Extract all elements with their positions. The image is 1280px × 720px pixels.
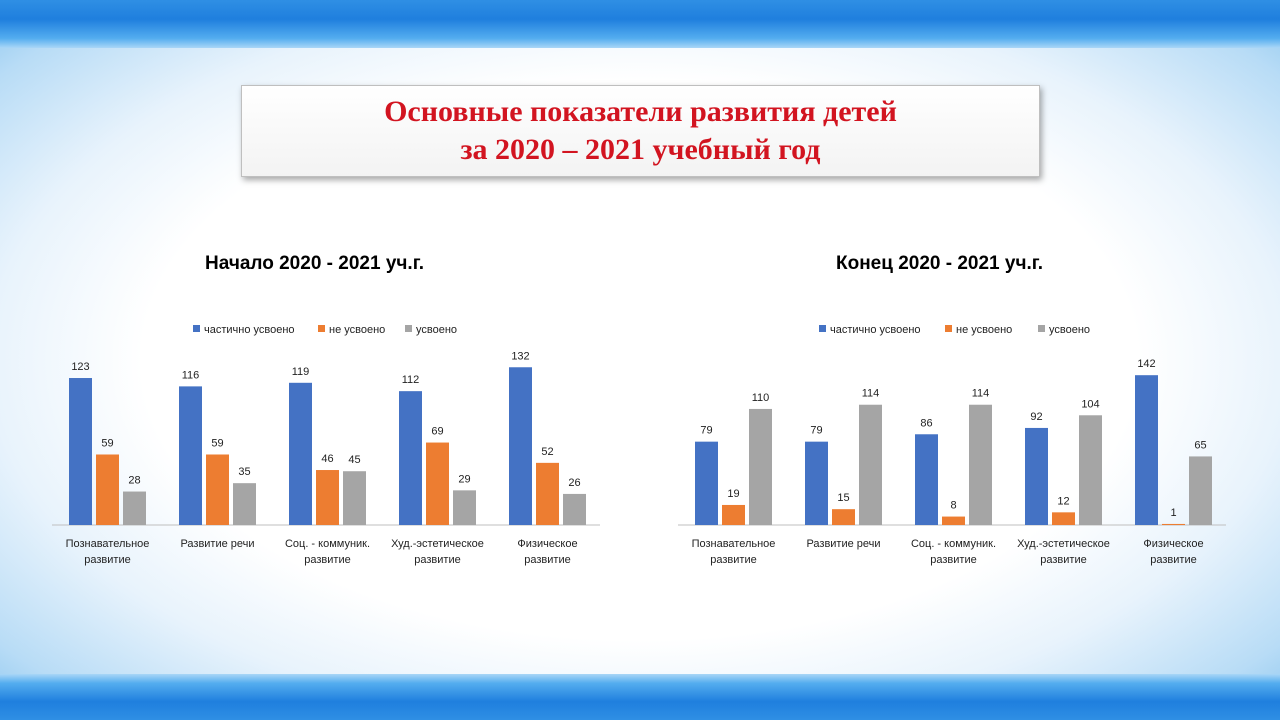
slide-title-line-1: Основные показатели развития детей bbox=[384, 95, 897, 128]
legend-swatch bbox=[193, 325, 200, 332]
bar bbox=[1135, 375, 1158, 525]
data-label: 8 bbox=[950, 500, 956, 512]
bar bbox=[1079, 415, 1102, 525]
bar bbox=[749, 408, 772, 525]
data-label: 79 bbox=[810, 425, 822, 437]
slide-title-box: Основные показатели развития детей за 20… bbox=[241, 85, 1040, 177]
data-label: 114 bbox=[862, 388, 880, 400]
category-label: развитие bbox=[304, 554, 350, 566]
legend-label: усвоено bbox=[1049, 324, 1090, 336]
legend-label: не усвоено bbox=[956, 324, 1012, 336]
category-label: Физическое bbox=[1143, 538, 1203, 550]
category-label: Познавательное bbox=[692, 538, 776, 550]
bar bbox=[915, 434, 938, 525]
data-label: 26 bbox=[568, 477, 580, 489]
data-label: 119 bbox=[292, 366, 310, 378]
category-label: развитие bbox=[930, 554, 976, 566]
data-label: 45 bbox=[348, 454, 360, 466]
data-label: 46 bbox=[321, 453, 333, 465]
bar bbox=[942, 516, 965, 525]
top-decorative-band bbox=[0, 0, 1280, 48]
category-label: Худ.-эстетическое bbox=[391, 538, 484, 550]
category-label: Физическое bbox=[517, 538, 577, 550]
bar bbox=[399, 391, 422, 525]
legend-label: не усвоено bbox=[329, 324, 385, 336]
data-label: 112 bbox=[402, 374, 420, 386]
data-label: 110 bbox=[752, 392, 770, 404]
bar bbox=[123, 491, 146, 525]
bar bbox=[805, 441, 828, 525]
data-label: 69 bbox=[431, 426, 443, 438]
bar bbox=[453, 490, 476, 525]
bar bbox=[289, 382, 312, 525]
slide-title-line-2: за 2020 – 2021 учебный год bbox=[460, 133, 821, 166]
data-label: 28 bbox=[128, 475, 140, 487]
category-label: развитие bbox=[1150, 554, 1196, 566]
bar bbox=[722, 504, 745, 525]
category-label: Развитие речи bbox=[806, 538, 880, 550]
bar bbox=[206, 454, 229, 525]
bar bbox=[343, 471, 366, 525]
data-label: 79 bbox=[700, 425, 712, 437]
bar bbox=[1052, 512, 1075, 525]
category-label: Соц. - коммуник. bbox=[911, 538, 996, 550]
bottom-decorative-band bbox=[0, 674, 1280, 720]
data-label: 29 bbox=[458, 473, 470, 485]
data-label: 132 bbox=[511, 350, 529, 362]
bar bbox=[563, 493, 586, 525]
bar bbox=[1025, 427, 1048, 525]
bar bbox=[1189, 456, 1212, 525]
bar bbox=[426, 442, 449, 525]
legend-label: частично усвоено bbox=[204, 324, 295, 336]
legend-swatch bbox=[405, 325, 412, 332]
data-label: 65 bbox=[1194, 439, 1206, 451]
category-label: развитие bbox=[710, 554, 756, 566]
bar bbox=[536, 462, 559, 525]
legend-swatch bbox=[945, 325, 952, 332]
data-label: 1 bbox=[1170, 507, 1176, 519]
category-label: развитие bbox=[1040, 554, 1086, 566]
data-label: 59 bbox=[211, 437, 223, 449]
data-label: 92 bbox=[1030, 411, 1042, 423]
legend-swatch bbox=[1038, 325, 1045, 332]
bar bbox=[1162, 523, 1185, 525]
legend-swatch bbox=[819, 325, 826, 332]
data-label: 114 bbox=[972, 388, 990, 400]
data-label: 52 bbox=[541, 446, 553, 458]
legend-label: частично усвоено bbox=[830, 324, 921, 336]
category-label: Развитие речи bbox=[180, 538, 254, 550]
data-label: 19 bbox=[727, 488, 739, 500]
bar bbox=[969, 404, 992, 525]
bar bbox=[96, 454, 119, 525]
data-label: 142 bbox=[1137, 358, 1155, 370]
data-label: 123 bbox=[71, 361, 89, 373]
bar bbox=[832, 509, 855, 525]
bar bbox=[695, 441, 718, 525]
bar bbox=[233, 483, 256, 525]
data-label: 35 bbox=[238, 466, 250, 478]
bar bbox=[859, 404, 882, 525]
category-label: развитие bbox=[84, 554, 130, 566]
chart-title-end: Конец 2020 - 2021 уч.г. bbox=[836, 253, 1044, 274]
data-label: 116 bbox=[182, 369, 200, 381]
category-label: развитие bbox=[524, 554, 570, 566]
category-label: Соц. - коммуник. bbox=[285, 538, 370, 550]
bar bbox=[69, 378, 92, 525]
bar bbox=[179, 386, 202, 525]
legend-label: усвоено bbox=[416, 324, 457, 336]
bar bbox=[509, 367, 532, 525]
category-label: Худ.-эстетическое bbox=[1017, 538, 1110, 550]
category-label: Познавательное bbox=[66, 538, 150, 550]
data-label: 59 bbox=[101, 437, 113, 449]
chart-title-start: Начало 2020 - 2021 уч.г. bbox=[205, 253, 424, 274]
data-label: 86 bbox=[920, 417, 932, 429]
category-label: развитие bbox=[414, 554, 460, 566]
bar bbox=[316, 470, 339, 525]
data-label: 104 bbox=[1081, 398, 1099, 410]
legend-swatch bbox=[318, 325, 325, 332]
data-label: 12 bbox=[1057, 495, 1069, 507]
data-label: 15 bbox=[837, 492, 849, 504]
